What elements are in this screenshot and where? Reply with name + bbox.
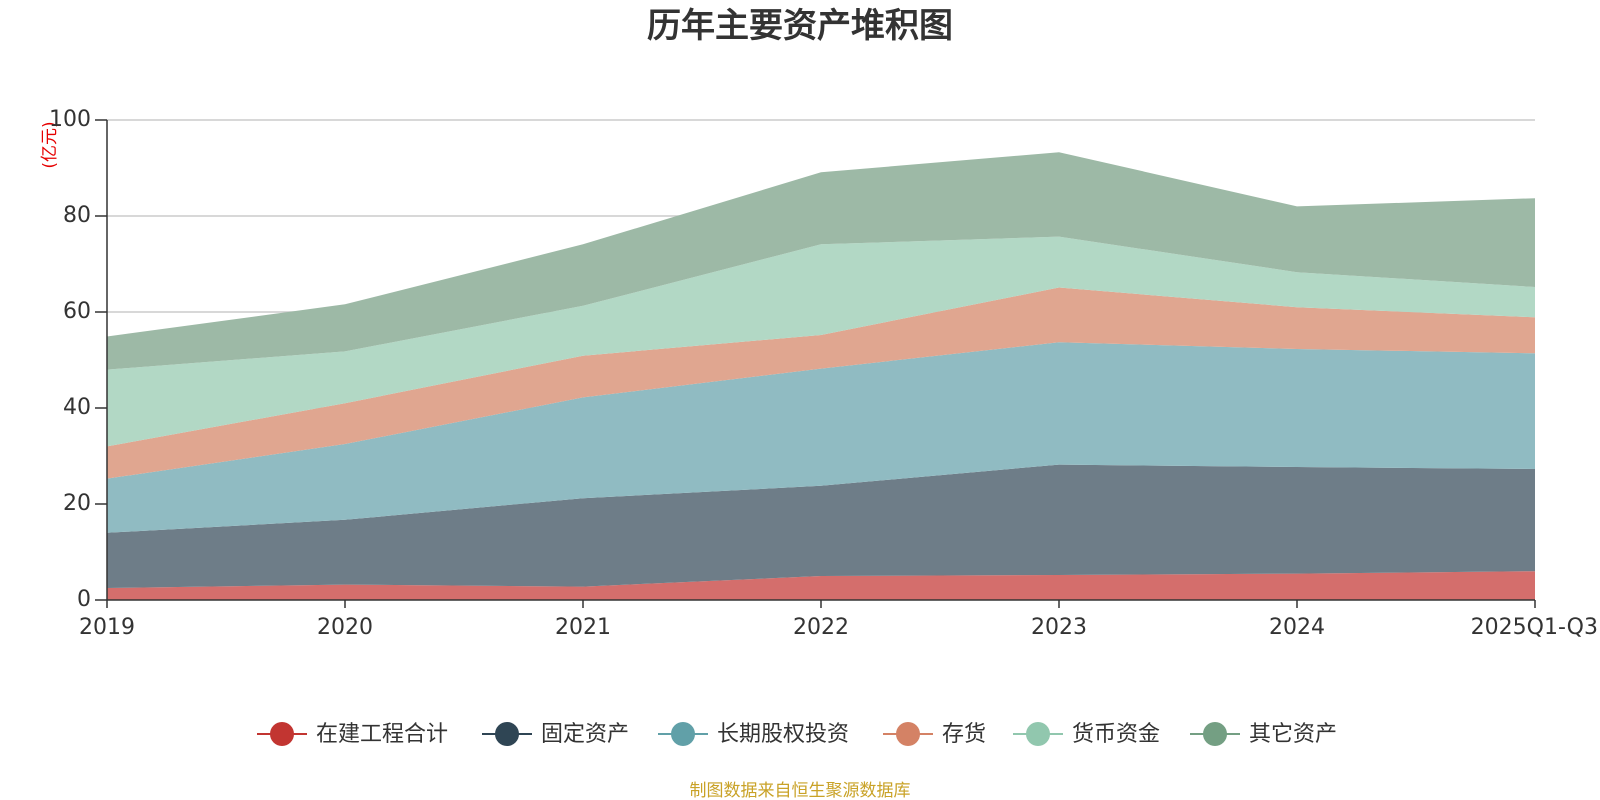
legend-circle-icon — [1203, 722, 1227, 746]
y-tick-label-4: 80 — [63, 203, 91, 228]
x-tick-label-4: 2023 — [1031, 615, 1087, 640]
y-tick-label-2: 40 — [63, 395, 91, 420]
x-tick-label-3: 2022 — [793, 615, 849, 640]
legend-item-0[interactable]: 在建工程合计 — [257, 722, 448, 747]
legend-item-2[interactable]: 长期股权投资 — [658, 722, 849, 747]
legend: 在建工程合计 固定资产 长期股权投资 存货 货币资金 其它资产 — [257, 722, 1337, 747]
legend-circle-icon — [270, 722, 294, 746]
legend-circle-icon — [1026, 722, 1050, 746]
legend-item-4[interactable]: 货币资金 — [1013, 722, 1160, 747]
y-tick-label-1: 20 — [63, 491, 91, 516]
legend-circle-icon — [495, 722, 519, 746]
data-source-note: 制图数据来自恒生聚源数据库 — [690, 781, 911, 800]
legend-item-3[interactable]: 存货 — [883, 722, 986, 747]
x-tick-label-0: 2019 — [79, 615, 135, 640]
area-series-3 — [107, 287, 1535, 479]
legend-label: 存货 — [942, 722, 986, 747]
legend-circle-icon — [896, 722, 920, 746]
legend-label: 其它资产 — [1249, 722, 1337, 747]
area-series-5 — [107, 152, 1535, 370]
y-tick-label-5: 100 — [49, 107, 91, 132]
y-axis-unit-label: (亿元) — [40, 121, 60, 168]
legend-circle-icon — [671, 722, 695, 746]
area-series-2 — [107, 342, 1535, 533]
x-tick-label-2: 2021 — [555, 615, 611, 640]
x-tick-label-5: 2024 — [1269, 615, 1325, 640]
area-series-group — [107, 152, 1535, 600]
y-tick-label-3: 60 — [63, 299, 91, 324]
legend-item-5[interactable]: 其它资产 — [1190, 722, 1337, 747]
legend-label: 货币资金 — [1072, 722, 1160, 747]
area-series-4 — [107, 236, 1535, 447]
x-tick-label-1: 2020 — [317, 615, 373, 640]
legend-label: 在建工程合计 — [316, 722, 448, 747]
area-series-0 — [107, 571, 1535, 600]
legend-label: 固定资产 — [541, 722, 629, 747]
legend-label: 长期股权投资 — [717, 722, 849, 747]
legend-item-1[interactable]: 固定资产 — [482, 722, 629, 747]
area-series-1 — [107, 464, 1535, 588]
chart-title: 历年主要资产堆积图 — [647, 6, 953, 46]
y-tick-label-0: 0 — [77, 587, 91, 612]
x-tick-label-6: 2025Q1-Q3 — [1471, 615, 1598, 640]
axes: 0 20 40 60 80 100 2019 2020 2021 2022 2023 2024 2025… — [49, 107, 1598, 640]
